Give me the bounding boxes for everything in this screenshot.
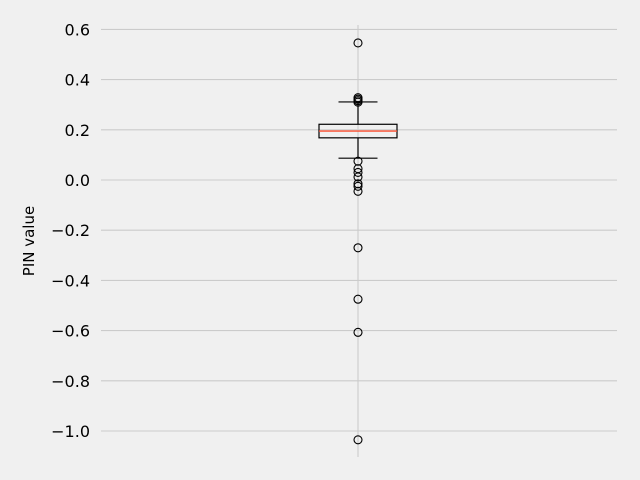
outlier-point [353,38,363,48]
y-axis-label: PIN value [20,206,38,276]
y-tick-label: −0.4 [51,271,90,290]
outlier-points [353,38,363,445]
y-tick-label: −0.2 [51,221,90,240]
y-tick-label: −0.6 [51,322,90,341]
outlier-point [353,435,363,445]
y-tick-label: −0.8 [51,372,90,391]
y-tick-label: 0.6 [65,20,90,39]
outlier-point [353,243,363,253]
y-tick-labels: 0.6 0.4 0.2 0.0 −0.2 −0.4 −0.6 −0.8 −1.0 [51,20,90,441]
outlier-point [353,97,363,107]
outlier-point [353,181,363,191]
outlier-point [353,167,363,178]
y-tick-label: 0.2 [65,121,90,140]
grid-lines [101,25,617,457]
outlier-point [353,327,363,337]
box-group [318,101,398,159]
y-tick-label: −1.0 [51,422,90,441]
outlier-point [353,186,363,196]
outlier-point [353,294,363,304]
y-tick-label: 0.4 [65,71,90,90]
y-tick-label: 0.0 [65,171,90,190]
outlier-point [353,172,363,182]
